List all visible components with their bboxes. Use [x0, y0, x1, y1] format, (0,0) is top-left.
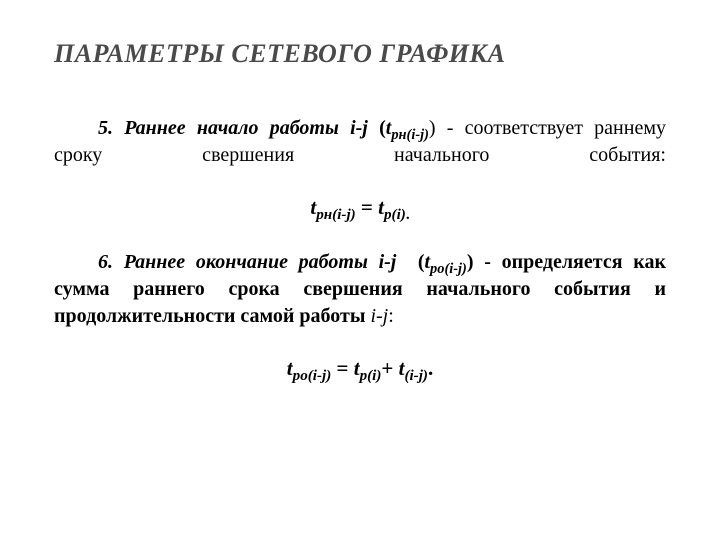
f2-r2-sub: (i-j)	[404, 369, 428, 385]
paragraph-6: 6. Раннее окончание работы i-j (tро(i-j)…	[54, 249, 666, 330]
symbol-i-j: i-j	[350, 117, 368, 139]
f1-rhs-sub: р(i)	[384, 207, 406, 223]
f1-lhs-sub: рн(i-j)	[316, 207, 355, 223]
formula-1: tрн(i-j) = tр(i).	[54, 193, 666, 221]
colon-1: :	[388, 305, 394, 327]
formula-2: tро(i-j) = tр(i)+ t(i-j).	[54, 354, 666, 382]
f2-plus: +	[381, 356, 398, 380]
page-title: ПАРАМЕТРЫ СЕТЕВОГО ГРАФИКА	[54, 36, 666, 71]
f2-eq: =	[331, 356, 353, 380]
paragraph-5: 5. Раннее начало работы i-j (tрн(i-j)) -…	[54, 115, 666, 169]
point6-lead: 6. Раннее окончание работы	[98, 251, 379, 273]
open-paren-1: (	[379, 117, 386, 139]
f1-period: .	[406, 207, 410, 223]
f2-lhs-sub: ро(i-j)	[293, 369, 332, 385]
symbol-t-ro-sub: ро(i-j)	[430, 261, 467, 277]
symbol-i-j-3: i-j	[370, 305, 388, 327]
f1-eq: =	[356, 195, 378, 219]
point5-lead: 5. Раннее начало работы	[98, 117, 350, 139]
symbol-t-rn-sub: рн(i-j)	[391, 127, 429, 143]
f2-period: .	[428, 356, 433, 380]
symbol-i-j-2: i-j	[379, 251, 397, 273]
f2-r1-sub: р(i)	[360, 369, 382, 385]
